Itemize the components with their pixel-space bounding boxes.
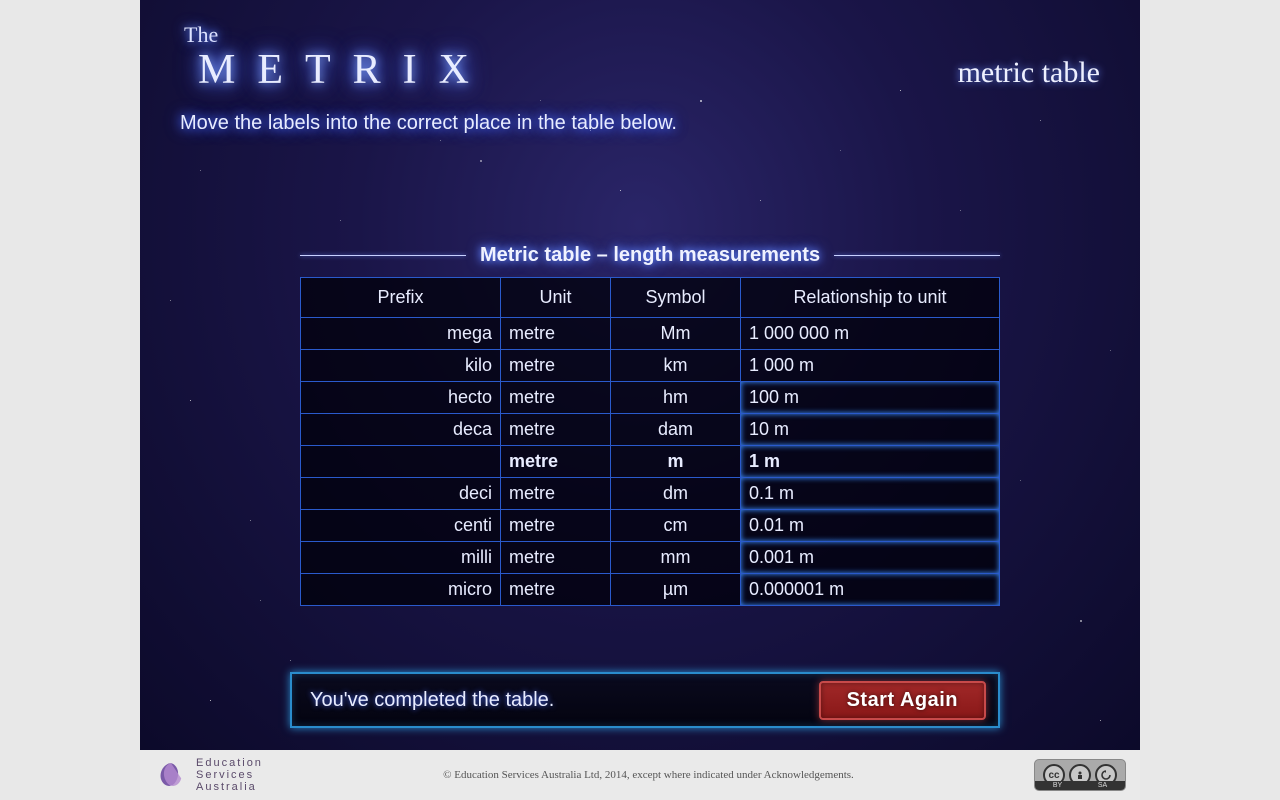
footer: Education Services Australia © Education… bbox=[140, 750, 1140, 800]
table-cell: dam bbox=[611, 414, 741, 446]
table-cell[interactable]: 0.1 m bbox=[741, 478, 1000, 510]
table-cell: dm bbox=[611, 478, 741, 510]
cc-label: SA bbox=[1098, 782, 1107, 789]
table-cell: metre bbox=[501, 478, 611, 510]
header-subtitle: metric table bbox=[958, 56, 1100, 90]
cc-badge[interactable]: cc BY SA bbox=[1034, 759, 1126, 791]
table-cell: centi bbox=[301, 510, 501, 542]
title-line-left bbox=[300, 255, 466, 256]
table-cell: kilo bbox=[301, 350, 501, 382]
table-cell bbox=[301, 446, 501, 478]
table-cell: µm bbox=[611, 574, 741, 606]
esa-line: Education bbox=[196, 757, 263, 769]
table-cell: deci bbox=[301, 478, 501, 510]
table-row: decametredam10 m bbox=[301, 414, 1000, 446]
table-cell: 1 000 m bbox=[741, 350, 1000, 382]
table-cell: milli bbox=[301, 542, 501, 574]
table-cell: metre bbox=[501, 510, 611, 542]
copyright-text: © Education Services Australia Ltd, 2014… bbox=[263, 769, 1034, 781]
table-cell: Mm bbox=[611, 318, 741, 350]
table-cell: hecto bbox=[301, 382, 501, 414]
metric-table: PrefixUnitSymbolRelationship to unit meg… bbox=[300, 277, 1000, 606]
table-cell: 1 000 000 m bbox=[741, 318, 1000, 350]
status-message: You've completed the table. bbox=[310, 689, 554, 712]
table-cell: km bbox=[611, 350, 741, 382]
table-header-cell: Unit bbox=[501, 278, 611, 318]
table-cell: mm bbox=[611, 542, 741, 574]
table-row: decimetredm0.1 m bbox=[301, 478, 1000, 510]
table-row: micrometreµm0.000001 m bbox=[301, 574, 1000, 606]
esa-line: Services bbox=[196, 769, 263, 781]
table-row: hectometrehm100 m bbox=[301, 382, 1000, 414]
table-cell: metre bbox=[501, 414, 611, 446]
table-header-cell: Prefix bbox=[301, 278, 501, 318]
table-cell: metre bbox=[501, 574, 611, 606]
table-cell: metre bbox=[501, 382, 611, 414]
table-row: kilometrekm1 000 m bbox=[301, 350, 1000, 382]
cc-label: BY bbox=[1053, 782, 1062, 789]
table-cell: deca bbox=[301, 414, 501, 446]
status-bar: You've completed the table. Start Again bbox=[290, 672, 1000, 728]
table-header-row: PrefixUnitSymbolRelationship to unit bbox=[301, 278, 1000, 318]
start-again-button[interactable]: Start Again bbox=[819, 681, 986, 720]
title-line-right bbox=[834, 255, 1000, 256]
table-row: millimetremm0.001 m bbox=[301, 542, 1000, 574]
table-cell: mega bbox=[301, 318, 501, 350]
esa-logo: Education Services Australia bbox=[154, 757, 263, 793]
table-cell: cm bbox=[611, 510, 741, 542]
table-cell: metre bbox=[501, 318, 611, 350]
table-cell: metre bbox=[501, 446, 611, 478]
cc-bottom-labels: BY SA bbox=[1035, 781, 1125, 790]
table-cell: metre bbox=[501, 350, 611, 382]
table-cell[interactable]: 0.001 m bbox=[741, 542, 1000, 574]
table-row: metrem1 m bbox=[301, 446, 1000, 478]
table-title-row: Metric table – length measurements bbox=[300, 244, 1000, 267]
esa-line: Australia bbox=[196, 781, 263, 793]
esa-icon bbox=[154, 758, 188, 792]
table-title: Metric table – length measurements bbox=[466, 244, 834, 267]
instruction-text: Move the labels into the correct place i… bbox=[180, 112, 677, 135]
table-cell[interactable]: 100 m bbox=[741, 382, 1000, 414]
esa-text: Education Services Australia bbox=[196, 757, 263, 793]
table-row: centimetrecm0.01 m bbox=[301, 510, 1000, 542]
metric-table-container: Metric table – length measurements Prefi… bbox=[300, 244, 1000, 606]
table-cell[interactable]: 0.000001 m bbox=[741, 574, 1000, 606]
table-cell: hm bbox=[611, 382, 741, 414]
table-cell: metre bbox=[501, 542, 611, 574]
table-cell[interactable]: 1 m bbox=[741, 446, 1000, 478]
table-body: megametreMm1 000 000 mkilometrekm1 000 m… bbox=[301, 318, 1000, 606]
table-header-cell: Relationship to unit bbox=[741, 278, 1000, 318]
header: The METRIX metric table bbox=[180, 22, 1100, 94]
app-stage: The METRIX metric table Move the labels … bbox=[140, 0, 1140, 750]
table-row: megametreMm1 000 000 m bbox=[301, 318, 1000, 350]
table-cell[interactable]: 0.01 m bbox=[741, 510, 1000, 542]
table-cell[interactable]: 10 m bbox=[741, 414, 1000, 446]
table-cell: micro bbox=[301, 574, 501, 606]
header-the: The bbox=[184, 22, 1100, 48]
table-cell: m bbox=[611, 446, 741, 478]
table-header-cell: Symbol bbox=[611, 278, 741, 318]
